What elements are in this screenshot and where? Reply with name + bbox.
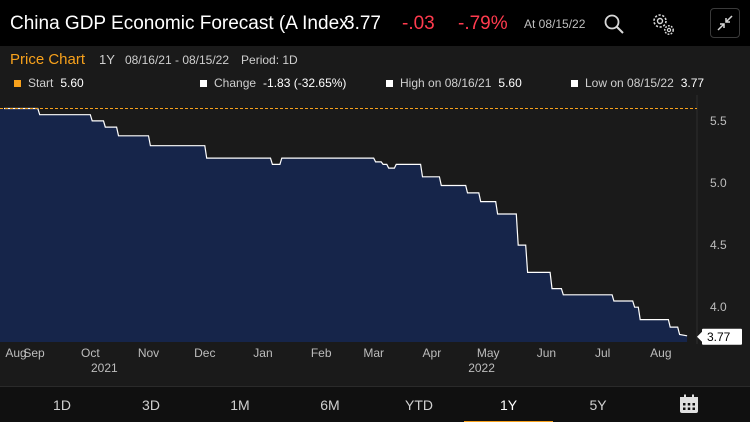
collapse-icon (717, 15, 733, 31)
series-line (4, 107, 688, 337)
last-value-tag-pointer (697, 331, 702, 342)
x-tick-label: Jan (253, 346, 272, 360)
tab-ytd[interactable]: YTD (389, 387, 449, 422)
tab-label: 6M (320, 397, 340, 413)
tab-label: 3D (142, 397, 160, 413)
date-range: 08/16/21 - 08/15/22 (124, 53, 230, 67)
x-tick-label: May (477, 346, 500, 360)
search-button[interactable] (598, 8, 630, 40)
x-tick-label: Jul (595, 346, 610, 360)
x-year-label: 2022 (468, 361, 495, 375)
last-value-tag (702, 328, 742, 345)
low-value: 3.77 (680, 76, 705, 90)
security-title: China GDP Economic Forecast (A Index (10, 13, 349, 34)
change-marker-icon (200, 79, 207, 87)
low-marker-icon (571, 79, 578, 87)
x-tick-label: Jun (537, 346, 556, 360)
x-tick-label: Apr (423, 346, 442, 360)
as-of-timestamp: At 08/15/22 (524, 17, 586, 31)
x-year-label: 2021 (91, 361, 118, 375)
stat-change: Change -1.83 (-32.65%) (200, 76, 346, 90)
x-tick-label: Sep (23, 346, 45, 360)
price-chart-title: Price Chart (10, 51, 86, 68)
tab-3d[interactable]: 3D (121, 387, 181, 422)
tab-6m[interactable]: 6M (300, 387, 360, 422)
change-value: -1.83 (-32.65%) (263, 76, 347, 90)
series-area (0, 108, 688, 342)
settings-gears-icon (653, 14, 674, 35)
stats-bar: Start 5.60 Change -1.83 (-32.65%) High o… (0, 76, 750, 92)
high-marker-icon (386, 79, 393, 87)
y-tick-label: 5.0 (710, 176, 727, 190)
change-label: Change (214, 76, 257, 90)
start-label: Start (28, 76, 54, 90)
y-tick-label: 4.5 (710, 238, 727, 252)
x-tick-label: Aug (5, 346, 26, 360)
tab-label: 5Y (589, 397, 607, 413)
top-header: China GDP Economic Forecast (A Index 3.7… (0, 0, 750, 46)
settings-button[interactable] (647, 8, 679, 40)
x-tick-label: Mar (363, 346, 384, 360)
tab-1y[interactable]: 1Y (464, 387, 553, 422)
y-tick-label: 5.5 (710, 114, 727, 128)
high-value: 5.60 (498, 76, 522, 90)
low-label: Low on 08/15/22 (585, 76, 674, 90)
tab-1d[interactable]: 1D (32, 387, 92, 422)
tab-label: 1M (230, 397, 250, 413)
net-change: -.03 (402, 13, 435, 34)
collapse-button[interactable] (710, 8, 740, 38)
x-tick-label: Feb (311, 346, 332, 360)
x-tick-label: Dec (194, 346, 215, 360)
percent-change: -.79% (458, 13, 508, 34)
chart-subheader: Price Chart 1Y 08/16/21 - 08/15/22 Perio… (10, 51, 298, 71)
x-tick-label: Aug (650, 346, 671, 360)
tab-5y[interactable]: 5Y (568, 387, 628, 422)
stat-start: Start 5.60 (14, 76, 84, 90)
stat-low: Low on 08/15/22 3.77 (571, 76, 704, 90)
x-tick-label: Oct (81, 346, 100, 360)
last-value-label: 3.77 (707, 330, 731, 344)
search-icon (604, 14, 624, 34)
calendar-icon[interactable] (678, 393, 700, 415)
start-marker-icon (14, 79, 21, 87)
x-tick-label: Nov (138, 346, 159, 360)
tab-label: YTD (405, 397, 433, 413)
range-selector[interactable]: 1Y (99, 52, 115, 67)
tab-1m[interactable]: 1M (210, 387, 270, 422)
high-label: High on 08/16/21 (400, 76, 492, 90)
last-price: 3.77 (344, 13, 381, 34)
timeframe-nav: 1D 3D 1M 6M YTD 1Y 5Y (0, 386, 750, 422)
tab-label: 1D (53, 397, 71, 413)
stat-high: High on 08/16/21 5.60 (386, 76, 522, 90)
y-tick-label: 4.0 (710, 300, 727, 314)
period-label[interactable]: Period: 1D (241, 53, 298, 67)
tab-label: 1Y (499, 397, 518, 413)
start-value: 5.60 (60, 76, 84, 90)
